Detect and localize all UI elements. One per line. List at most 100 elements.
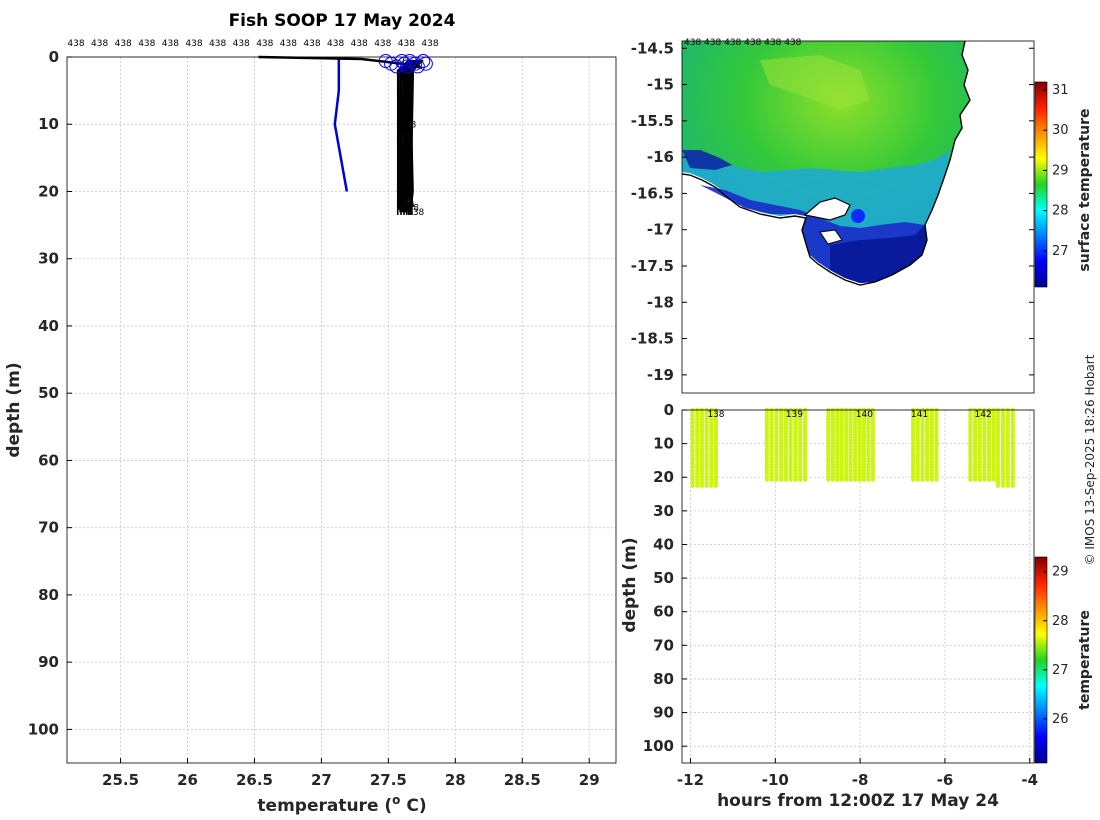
temperature-point bbox=[986, 432, 992, 437]
temperature-point bbox=[1005, 471, 1011, 476]
lat-tick-label: -16 bbox=[647, 148, 674, 166]
temperature-point bbox=[709, 483, 714, 488]
temperature-point bbox=[920, 441, 925, 446]
temperature-point bbox=[788, 468, 793, 473]
temperature-point bbox=[982, 477, 987, 482]
temperature-point bbox=[977, 465, 982, 470]
temperature-point bbox=[861, 459, 867, 464]
section-frame bbox=[681, 409, 1035, 764]
x-tick-label: -6 bbox=[937, 771, 954, 789]
temperature-point bbox=[830, 428, 835, 434]
temperature-point bbox=[774, 410, 779, 416]
temperature-point bbox=[929, 422, 934, 428]
temperature-point bbox=[769, 447, 774, 452]
temperature-point bbox=[713, 453, 719, 458]
temperature-point bbox=[704, 462, 709, 467]
temperature-point bbox=[839, 471, 844, 476]
temperature-point bbox=[910, 425, 916, 431]
profile-id-label: 438 bbox=[280, 39, 297, 49]
temperature-point bbox=[709, 428, 714, 434]
temperature-point bbox=[866, 438, 871, 443]
temperature-point bbox=[802, 474, 808, 479]
temperature-point bbox=[798, 432, 803, 437]
colorbar-tick-label: 29 bbox=[1052, 163, 1069, 178]
temperature-point bbox=[778, 441, 784, 446]
temperature-point bbox=[968, 432, 973, 437]
temperature-point bbox=[709, 435, 714, 440]
temperature-point bbox=[915, 410, 920, 416]
temperature-point bbox=[802, 465, 808, 470]
temperature-point bbox=[852, 468, 858, 473]
temperature-point bbox=[986, 428, 992, 434]
temperature-point bbox=[910, 474, 916, 479]
temperature-point bbox=[798, 419, 803, 425]
temperature-point bbox=[826, 462, 831, 467]
temperature-point bbox=[986, 477, 992, 482]
temperature-point bbox=[866, 471, 871, 476]
temperature-point bbox=[852, 432, 858, 437]
temperature-point bbox=[788, 422, 793, 428]
temperature-point bbox=[783, 450, 789, 455]
temperature-point bbox=[991, 441, 996, 446]
temperature-point bbox=[972, 435, 978, 440]
temperature-point bbox=[798, 438, 803, 443]
colorbar-label: surface temperature bbox=[1077, 108, 1093, 271]
temperature-point bbox=[1005, 444, 1011, 449]
temperature-point bbox=[848, 444, 853, 449]
temperature-point bbox=[1000, 465, 1006, 470]
temperature-point bbox=[690, 471, 695, 476]
colorbar-label: temperature bbox=[1077, 610, 1093, 710]
temperature-point bbox=[991, 468, 996, 473]
temperature-point bbox=[866, 428, 871, 434]
temperature-point bbox=[995, 410, 1001, 416]
temperature-point bbox=[848, 422, 853, 428]
temperature-point bbox=[861, 468, 867, 473]
temperature-point bbox=[778, 422, 784, 428]
temperature-point bbox=[866, 474, 871, 479]
temperature-point bbox=[695, 432, 700, 437]
y-tick-label: 10 bbox=[653, 435, 674, 453]
section-points bbox=[690, 407, 1015, 488]
temperature-point bbox=[713, 462, 719, 467]
y-tick-label: 40 bbox=[38, 317, 59, 335]
temperature-point bbox=[934, 462, 939, 467]
profile-id-label: 438 bbox=[351, 39, 368, 49]
temperature-point bbox=[924, 422, 930, 428]
temperature-point bbox=[1000, 471, 1006, 476]
temperature-point bbox=[778, 465, 784, 470]
lat-tick-label: -18.5 bbox=[631, 330, 674, 348]
temperature-point bbox=[991, 471, 996, 476]
temperature-point bbox=[699, 416, 705, 422]
profile-id-label: 438 bbox=[162, 39, 179, 49]
temperature-point bbox=[778, 419, 784, 425]
grid-lines bbox=[67, 56, 616, 763]
temperature-point bbox=[798, 471, 803, 476]
y-tick-label: 80 bbox=[653, 670, 674, 688]
temperature-point bbox=[695, 453, 700, 458]
temperature-point bbox=[986, 450, 992, 455]
temperature-point bbox=[977, 413, 982, 419]
temperature-point bbox=[848, 447, 853, 452]
temperature-point bbox=[915, 422, 920, 428]
temperature-point bbox=[991, 456, 996, 461]
profile-label: 139 bbox=[786, 410, 803, 420]
temperature-point bbox=[788, 428, 793, 434]
temperature-point bbox=[843, 477, 849, 482]
temperature-point bbox=[839, 416, 844, 422]
temperature-point bbox=[695, 471, 700, 476]
temperature-point bbox=[910, 419, 916, 425]
temperature-point bbox=[934, 456, 939, 461]
temperature-point bbox=[968, 435, 973, 440]
temperature-point bbox=[783, 419, 789, 425]
temperature-point bbox=[991, 413, 996, 419]
section-x-axis-label: hours from 12:00Z 17 May 24 bbox=[717, 791, 999, 811]
temperature-point bbox=[764, 425, 770, 431]
temperature-point bbox=[802, 410, 808, 416]
temperature-point bbox=[695, 456, 700, 461]
temperature-point bbox=[764, 477, 770, 482]
temperature-point bbox=[830, 422, 835, 428]
temperature-point bbox=[835, 459, 840, 464]
temperature-point bbox=[798, 453, 803, 458]
temperature-point bbox=[968, 450, 973, 455]
temperature-point bbox=[929, 444, 934, 449]
